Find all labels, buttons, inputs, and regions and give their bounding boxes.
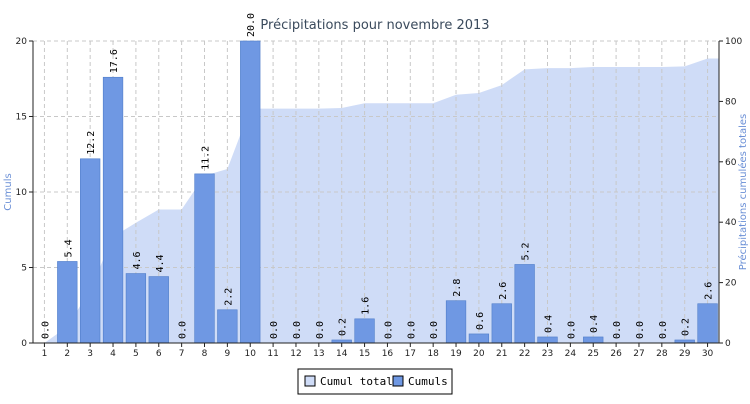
x-tick-label: 29 bbox=[679, 349, 691, 359]
x-tick-label: 8 bbox=[202, 349, 208, 359]
y2-tick-label: 80 bbox=[725, 97, 737, 107]
x-tick-label: 2 bbox=[64, 349, 70, 359]
data-label-day-11: 0.0 bbox=[269, 321, 280, 339]
data-label-day-16: 0.0 bbox=[383, 321, 394, 339]
data-label-day-6: 4.4 bbox=[155, 254, 166, 272]
x-tick-label: 28 bbox=[656, 349, 668, 359]
x-tick-label: 18 bbox=[427, 349, 439, 359]
data-label-day-29: 0.2 bbox=[681, 318, 692, 336]
y-tick-label: 5 bbox=[21, 264, 27, 274]
y2-tick-label: 100 bbox=[725, 37, 742, 47]
x-tick-label: 3 bbox=[87, 349, 93, 359]
data-label-day-17: 0.0 bbox=[406, 321, 417, 339]
legend-label-cumul-total: Cumul total bbox=[320, 375, 393, 388]
y2-tick-label: 0 bbox=[725, 339, 731, 349]
y2-axis-label: Précipitations cumulées totales bbox=[737, 114, 749, 271]
data-label-day-5: 4.6 bbox=[132, 251, 143, 269]
data-label-day-3: 12.2 bbox=[86, 131, 97, 155]
data-label-day-1: 0.0 bbox=[40, 321, 51, 339]
data-label-day-25: 0.4 bbox=[589, 315, 600, 333]
x-tick-label: 25 bbox=[588, 349, 599, 359]
y2-tick-label: 60 bbox=[725, 158, 737, 168]
x-tick-label: 15 bbox=[359, 349, 370, 359]
y2-tick-label: 40 bbox=[725, 218, 737, 228]
x-tick-label: 9 bbox=[224, 349, 230, 359]
bar-day-22 bbox=[514, 264, 535, 344]
bar-day-25 bbox=[583, 336, 604, 344]
y-tick-label: 15 bbox=[16, 113, 27, 123]
y-tick-label: 20 bbox=[16, 37, 28, 47]
data-label-day-24: 0.0 bbox=[566, 321, 577, 339]
x-tick-label: 7 bbox=[179, 349, 185, 359]
data-label-day-21: 2.6 bbox=[498, 282, 509, 300]
x-tick-label: 1 bbox=[42, 349, 48, 359]
data-label-day-4: 17.6 bbox=[109, 49, 120, 73]
y-tick-label: 10 bbox=[16, 188, 28, 198]
data-label-day-30: 2.6 bbox=[704, 282, 715, 300]
x-tick-label: 4 bbox=[110, 349, 116, 359]
data-label-day-12: 0.0 bbox=[292, 321, 303, 339]
data-label-day-13: 0.0 bbox=[315, 321, 326, 339]
bar-day-19 bbox=[445, 300, 467, 344]
y-tick-label: 0 bbox=[21, 339, 27, 349]
data-label-day-19: 2.8 bbox=[452, 279, 463, 297]
chart-title: Précipitations pour novembre 2013 bbox=[260, 18, 489, 33]
bar-day-23 bbox=[537, 336, 558, 344]
x-tick-label: 17 bbox=[405, 349, 416, 359]
bar-day-8 bbox=[194, 173, 215, 344]
x-tick-label: 13 bbox=[313, 349, 324, 359]
data-label-day-27: 0.0 bbox=[635, 321, 646, 339]
x-tick-label: 24 bbox=[565, 349, 577, 359]
x-tick-label: 14 bbox=[336, 349, 348, 359]
legend-swatch-cumul-total bbox=[304, 375, 316, 387]
bar-day-21 bbox=[491, 303, 512, 344]
bar-day-5 bbox=[125, 273, 147, 344]
legend-box bbox=[297, 368, 453, 395]
x-tick-label: 19 bbox=[450, 349, 462, 359]
x-tick-label: 26 bbox=[610, 349, 622, 359]
bar-day-20 bbox=[468, 333, 490, 344]
x-tick-label: 22 bbox=[519, 349, 530, 359]
legend-swatch-cumuls bbox=[392, 375, 404, 387]
bar-day-10 bbox=[240, 40, 261, 344]
data-label-day-10: 20.0 bbox=[246, 13, 257, 37]
data-label-day-22: 5.2 bbox=[521, 242, 532, 260]
bar-day-9 bbox=[217, 309, 238, 344]
data-label-day-20: 0.6 bbox=[475, 312, 486, 330]
bar-day-2 bbox=[57, 261, 78, 344]
x-tick-label: 5 bbox=[133, 349, 139, 359]
x-tick-label: 10 bbox=[245, 349, 257, 359]
bar-day-3 bbox=[80, 158, 101, 344]
data-label-day-15: 1.6 bbox=[361, 297, 372, 315]
x-tick-label: 16 bbox=[382, 349, 394, 359]
data-label-day-7: 0.0 bbox=[178, 321, 189, 339]
y2-tick-label: 20 bbox=[725, 279, 737, 289]
legend-label-cumuls: Cumuls bbox=[408, 375, 448, 388]
x-tick-label: 23 bbox=[542, 349, 553, 359]
data-label-day-9: 2.2 bbox=[223, 288, 234, 306]
bar-day-15 bbox=[354, 318, 375, 344]
data-label-day-28: 0.0 bbox=[658, 321, 669, 339]
bar-day-6 bbox=[148, 276, 169, 344]
x-tick-label: 27 bbox=[633, 349, 644, 359]
chart-legend: Cumul total Cumuls bbox=[297, 368, 453, 395]
x-tick-label: 11 bbox=[267, 349, 278, 359]
data-label-day-8: 11.2 bbox=[201, 146, 212, 170]
x-tick-label: 21 bbox=[496, 349, 507, 359]
x-tick-label: 20 bbox=[473, 349, 485, 359]
bar-day-30 bbox=[697, 303, 718, 344]
bar-day-4 bbox=[102, 76, 124, 344]
data-label-day-23: 0.4 bbox=[544, 315, 555, 333]
data-label-day-18: 0.0 bbox=[429, 321, 440, 339]
data-label-day-26: 0.0 bbox=[612, 321, 623, 339]
data-label-day-2: 5.4 bbox=[63, 239, 74, 257]
x-tick-label: 30 bbox=[702, 349, 714, 359]
x-tick-label: 12 bbox=[290, 349, 301, 359]
data-label-day-14: 0.2 bbox=[338, 318, 349, 336]
x-tick-label: 6 bbox=[156, 349, 162, 359]
y-axis-label: Cumuls bbox=[3, 173, 14, 210]
